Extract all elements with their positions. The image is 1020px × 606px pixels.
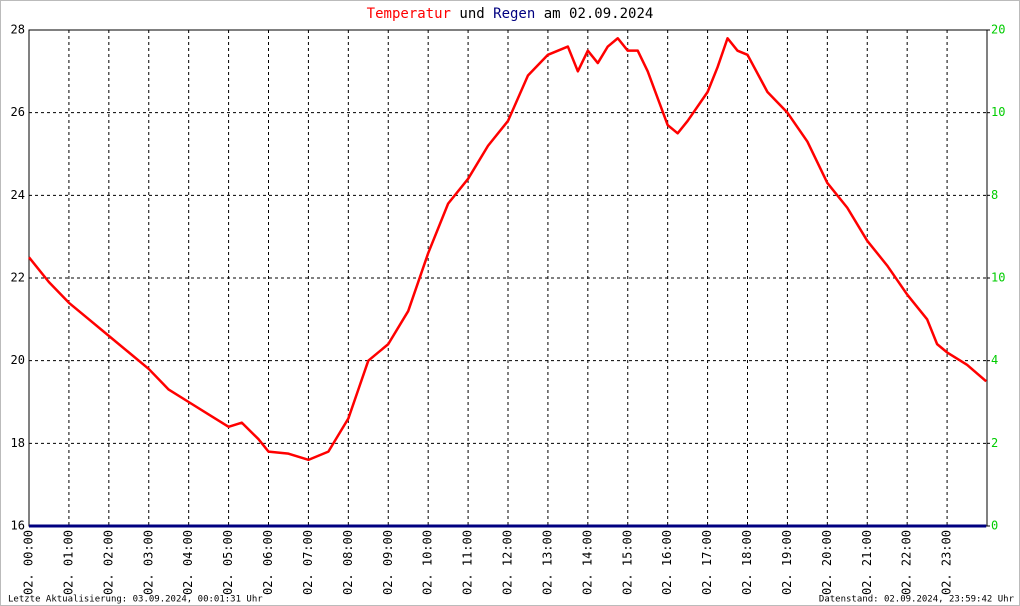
y-tick-label: 20 [11, 353, 25, 367]
x-tick-label: 02. 22:00 [900, 530, 914, 595]
x-tick-label: 02. 03:00 [141, 530, 155, 595]
y2-tick-label: 10 [991, 105, 1005, 119]
x-tick-label: 02. 05:00 [221, 530, 235, 595]
series-line [28, 37, 988, 462]
title-part: Temperatur [367, 6, 451, 22]
title-part: am 02.09.2024 [544, 6, 654, 22]
x-tick-label: 02. 12:00 [501, 530, 515, 595]
x-tick-label: 02. 13:00 [540, 530, 554, 595]
chart-title: Temperatur und Regen am 02.09.2024 [367, 6, 654, 22]
y-tick-label: 24 [11, 188, 25, 202]
x-tick-label: 02. 21:00 [860, 530, 874, 595]
y2-tick-label: 0 [991, 519, 998, 533]
y-tick-label: 26 [11, 105, 25, 119]
x-tick-label: 02. 06:00 [261, 530, 275, 595]
x-tick-label: 02. 18:00 [740, 530, 754, 595]
y-tick-label: 22 [11, 271, 25, 285]
x-tick-label: 02. 11:00 [461, 530, 475, 595]
x-tick-label: 02. 00:00 [22, 530, 36, 595]
y2-tick-label: 20 [991, 23, 1005, 37]
y2-tick-label: 10 [991, 271, 1005, 285]
x-tick-label: 02. 14:00 [580, 530, 594, 595]
x-tick-label: 02. 16:00 [660, 530, 674, 595]
y2-tick-label: 2 [991, 436, 998, 450]
x-tick-label: 02. 17:00 [700, 530, 714, 595]
x-tick-label: 02. 20:00 [820, 530, 834, 595]
title-part: und [459, 6, 484, 22]
y-tick-label: 28 [11, 23, 25, 37]
x-tick-label: 02. 01:00 [61, 530, 75, 595]
x-tick-label: 02. 02:00 [101, 530, 115, 595]
x-tick-label: 02. 23:00 [940, 530, 954, 595]
x-tick-label: 02. 19:00 [780, 530, 794, 595]
footer-left: Letzte Aktualisierung: 03.09.2024, 00:01… [8, 595, 263, 605]
x-tick-label: 02. 04:00 [181, 530, 195, 595]
y2-tick-label: 4 [991, 353, 998, 367]
y-tick-label: 18 [11, 436, 25, 450]
footer-right: Datenstand: 02.09.2024, 23:59:42 Uhr [819, 595, 1015, 605]
x-tick-label: 02. 15:00 [620, 530, 634, 595]
title-part: Regen [493, 6, 535, 22]
y-tick-label: 16 [11, 519, 25, 533]
x-tick-label: 02. 10:00 [421, 530, 435, 595]
x-tick-label: 02. 07:00 [301, 530, 315, 595]
x-tick-label: 02. 08:00 [341, 530, 355, 595]
y2-tick-label: 8 [991, 188, 998, 202]
x-tick-label: 02. 09:00 [381, 530, 395, 595]
